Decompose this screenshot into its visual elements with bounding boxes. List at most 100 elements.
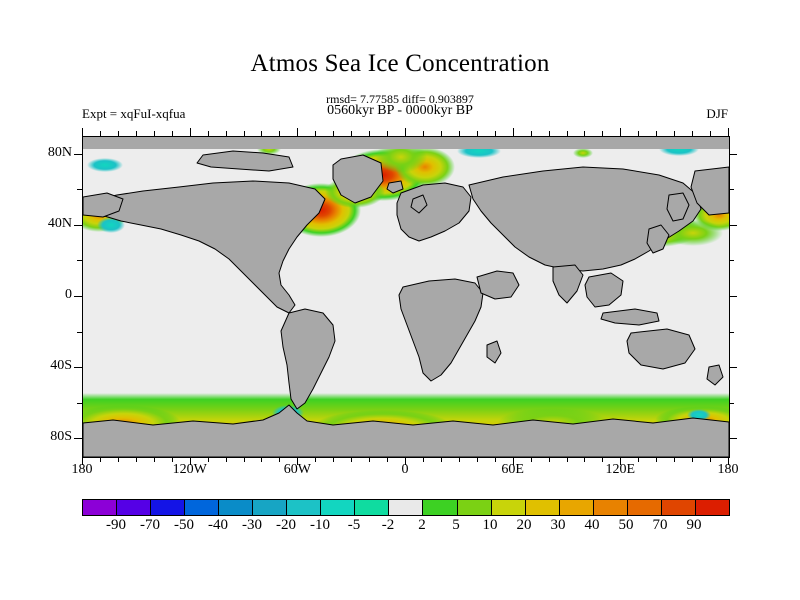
xtick-minor <box>566 457 568 462</box>
arctic-pack-ice <box>83 137 729 149</box>
ytick-major-right <box>729 438 737 440</box>
xtick-minor-top <box>99 131 101 136</box>
xtick-major-top <box>297 128 299 136</box>
xtick-label: 60W <box>283 462 311 477</box>
landmass-antarctica <box>83 404 729 457</box>
colorbar-band-1 <box>116 500 151 515</box>
xtick-minor-top <box>656 131 658 136</box>
landmass-madagascar <box>486 340 502 364</box>
xtick-minor-top <box>153 131 155 136</box>
xtick-minor-top <box>710 131 712 136</box>
colorbar-tick-label: 10 <box>482 517 498 533</box>
landmass-africa <box>398 278 484 382</box>
xtick-minor <box>279 457 281 462</box>
ytick-label: 40S <box>50 358 72 374</box>
xtick-minor <box>117 457 119 462</box>
ytick-major-right <box>729 153 737 155</box>
colorbar-band-7 <box>320 500 355 515</box>
xtick-minor <box>710 457 712 462</box>
xtick-label: 0 <box>401 462 409 477</box>
ytick-label: 0 <box>65 287 72 302</box>
landmass-greenland <box>332 154 384 204</box>
xtick-minor-top <box>207 131 209 136</box>
colorbar-tick-label: -30 <box>242 517 262 533</box>
colorbar-tick-label: -70 <box>140 517 160 533</box>
xtick-minor <box>207 457 209 462</box>
map-plot-area <box>82 136 730 458</box>
xtick-label: 60E <box>501 462 524 477</box>
xtick-minor <box>243 457 245 462</box>
xtick-minor-top <box>387 131 389 136</box>
landmass-south-america <box>280 308 336 410</box>
xtick-minor <box>153 457 155 462</box>
colorbar-band-4 <box>218 500 253 515</box>
colorbar-band-10 <box>422 500 457 515</box>
colorbar <box>82 499 730 516</box>
rmsd-annotation: rmsd= 7.77585 diff= 0.903897 <box>326 92 474 106</box>
xtick-minor-top <box>476 131 478 136</box>
ytick-major <box>74 296 82 297</box>
xtick-major <box>512 457 514 465</box>
xtick-minor <box>171 457 173 462</box>
xtick-minor <box>135 457 137 462</box>
xtick-minor <box>333 457 335 462</box>
xtick-minor-top <box>530 131 532 136</box>
ytick-label: 80N <box>47 144 72 160</box>
xtick-major-top <box>189 128 191 136</box>
xtick-minor <box>261 457 263 462</box>
xtick-minor <box>458 457 460 462</box>
xtick-minor-top <box>458 131 460 136</box>
xtick-minor-top <box>494 131 496 136</box>
ytick-label: 40N <box>47 215 72 231</box>
xtick-minor-top <box>369 131 371 136</box>
xtick-minor-top <box>171 131 173 136</box>
colorbar-tick-label: 20 <box>516 517 532 533</box>
colorbar-band-13 <box>524 500 559 515</box>
ytick-major <box>74 367 82 369</box>
ytick-major-right <box>729 224 737 226</box>
landmass-alaska-west <box>83 192 124 218</box>
colorbar-band-8 <box>354 500 389 515</box>
ytick-major <box>74 438 82 440</box>
colorbar-band-15 <box>592 500 627 515</box>
xtick-minor-top <box>279 131 281 136</box>
anomaly-laptev <box>573 148 593 158</box>
xtick-minor-top <box>440 131 442 136</box>
landmass-iceland <box>386 180 404 194</box>
xtick-minor <box>351 457 353 462</box>
colorbar-tick-label: 50 <box>618 517 634 533</box>
xtick-major-top <box>405 128 406 136</box>
xtick-minor-top <box>566 131 568 136</box>
colorbar-band-12 <box>490 500 525 515</box>
landmass-north-america <box>86 180 326 314</box>
colorbar-band-16 <box>626 500 661 515</box>
landmass-arabia <box>476 270 520 300</box>
xtick-minor-top <box>638 131 640 136</box>
xtick-minor-top <box>548 131 550 136</box>
colorbar-tick-label: 5 <box>452 517 460 533</box>
colorbar-band-18 <box>694 500 729 515</box>
season-label: DJF <box>706 106 728 121</box>
colorbar-tick-label: 70 <box>652 517 668 533</box>
xtick-major <box>728 457 729 465</box>
xtick-minor <box>656 457 658 462</box>
xtick-minor-top <box>315 131 317 136</box>
xtick-minor-top <box>584 131 586 136</box>
world-map-svg <box>83 137 729 457</box>
ytick-minor-right <box>729 260 734 262</box>
xtick-minor <box>548 457 550 462</box>
xtick-minor <box>530 457 532 462</box>
anomaly-chukchi-neg <box>87 158 123 172</box>
colorbar-tick-label: -10 <box>310 517 330 533</box>
landmass-japan <box>646 224 670 254</box>
colorbar-band-2 <box>150 500 185 515</box>
ytick-major <box>74 153 82 155</box>
xtick-minor <box>225 457 227 462</box>
experiment-label: Expt = xqFuI-xqfua <box>82 106 186 121</box>
landmass-british-isles <box>410 194 428 214</box>
colorbar-tick-label: -5 <box>347 517 361 533</box>
colorbar-tick-label: -20 <box>276 517 296 533</box>
xtick-major-top <box>82 128 83 136</box>
landmass-new-zealand <box>706 364 724 386</box>
